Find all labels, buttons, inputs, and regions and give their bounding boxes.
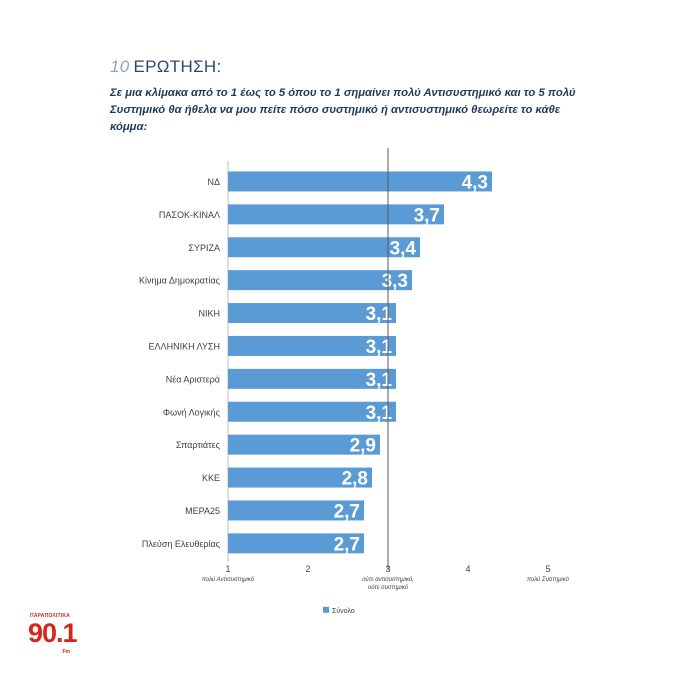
x-tick-label: 4 bbox=[465, 564, 470, 574]
logo-main-text: 90.1 bbox=[28, 618, 78, 648]
station-logo: ΠΑΡΑΠΟΛΙΤΙΚΑ 90.1 Fm bbox=[28, 613, 78, 657]
data-label: 4,3 bbox=[462, 172, 488, 193]
category-label: ΝΔ bbox=[207, 177, 220, 187]
data-label: 2,7 bbox=[334, 501, 360, 522]
question-title: ΕΡΩΤΗΣΗ: bbox=[133, 57, 222, 76]
logo-top-text: ΠΑΡΑΠΟΛΙΤΙΚΑ bbox=[30, 613, 70, 619]
x-tick-sublabel: πολύ Αντισυστημικό bbox=[202, 576, 255, 583]
bar bbox=[228, 500, 364, 521]
bar bbox=[228, 368, 396, 389]
question-heading: 10 ΕΡΩΤΗΣΗ: bbox=[110, 57, 580, 77]
question-text: Σε μια κλίμακα από το 1 έως το 5 όπου το… bbox=[110, 87, 576, 133]
data-label: 3,1 bbox=[366, 403, 393, 424]
data-label: 3,1 bbox=[366, 304, 393, 325]
category-label: Νέα Αριστερά bbox=[166, 374, 220, 384]
category-label: Κίνημα Δημοκρατίας bbox=[139, 276, 221, 286]
data-label: 2,7 bbox=[334, 534, 360, 555]
data-label: 3,3 bbox=[382, 271, 408, 292]
x-tick-label: 3 bbox=[385, 564, 390, 574]
question-number: 10 bbox=[110, 57, 130, 76]
bar bbox=[228, 303, 396, 324]
category-label: ΜΕΡΑ25 bbox=[185, 506, 220, 516]
x-tick-sublabel: ούτε αντισυστημικό, bbox=[362, 576, 414, 583]
x-tick-sublabel: ούτε συστημικό bbox=[368, 584, 409, 591]
bar bbox=[228, 335, 396, 356]
category-label: ΚΚΕ bbox=[202, 473, 220, 483]
x-tick-label: 2 bbox=[305, 564, 310, 574]
x-tick-label: 5 bbox=[545, 564, 550, 574]
category-label: ΠΑΣΟΚ-ΚΙΝΑΛ bbox=[159, 210, 220, 220]
category-label: Πλεύση Ελευθερίας bbox=[142, 539, 221, 549]
data-label: 3,4 bbox=[390, 238, 417, 259]
data-label: 3,7 bbox=[414, 205, 440, 226]
category-label: ΕΛΛΗΝΙΚΗ ΛΥΣΗ bbox=[149, 341, 220, 351]
bar bbox=[228, 467, 372, 488]
legend-swatch bbox=[323, 606, 329, 613]
category-label: Φωνή Λογικής bbox=[163, 407, 221, 417]
data-label: 2,8 bbox=[342, 469, 368, 490]
data-label: 3,1 bbox=[366, 337, 393, 358]
x-tick-sublabel: πολύ Συστημικό bbox=[527, 576, 570, 583]
category-label: Σπαρτιάτες bbox=[176, 440, 221, 450]
bar bbox=[228, 401, 396, 422]
logo-fm-text: Fm bbox=[62, 649, 71, 655]
bar bbox=[228, 204, 444, 225]
bar bbox=[228, 533, 364, 554]
bar bbox=[228, 434, 380, 455]
bar bbox=[228, 171, 492, 192]
x-tick-label: 1 bbox=[225, 564, 230, 574]
category-label: ΝΙΚΗ bbox=[198, 309, 220, 319]
bar bbox=[228, 270, 412, 291]
legend-label: Σύνολο bbox=[332, 607, 355, 615]
bar bbox=[228, 237, 420, 258]
data-label: 3,1 bbox=[366, 370, 393, 391]
category-label: ΣΥΡΙΖΑ bbox=[188, 243, 220, 253]
data-label: 2,9 bbox=[350, 436, 376, 457]
question-header: 10 ΕΡΩΤΗΣΗ: Σε μια κλίμακα από το 1 έως τ… bbox=[110, 57, 580, 136]
